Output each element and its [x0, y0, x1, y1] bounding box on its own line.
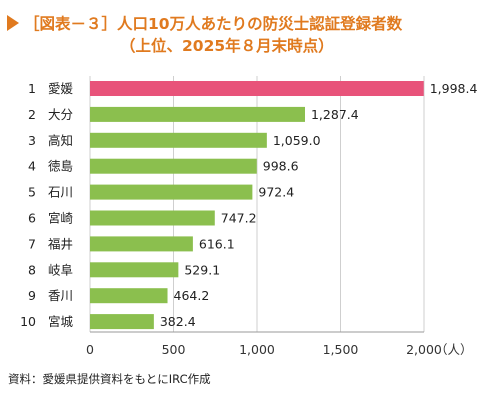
x-axis-unit: （人）: [435, 342, 473, 357]
rank-label: 10: [20, 314, 36, 329]
rank-label: 9: [28, 288, 36, 303]
category-label: 宮城: [48, 314, 74, 329]
category-label: 宮崎: [48, 211, 74, 226]
value-label: 1,287.4: [311, 107, 359, 122]
x-tick-label: 2,000: [406, 342, 442, 357]
bar: [90, 81, 424, 96]
category-label: 岐阜: [48, 262, 73, 277]
value-label: 382.4: [160, 314, 196, 329]
category-label: 石川: [48, 185, 73, 200]
bar: [90, 314, 154, 330]
bar: [90, 158, 257, 174]
bar: [90, 106, 305, 122]
x-tick-label: 1,000: [239, 342, 275, 357]
rank-label: 4: [28, 159, 36, 174]
chart-title-line1: ［図表－３］人口10万人あたりの防災士認証登録者数: [24, 14, 403, 33]
rank-label: 2: [28, 107, 36, 122]
source-note: 資料：愛媛県提供資料をもとにIRC作成: [8, 372, 211, 386]
rank-label: 3: [28, 133, 36, 148]
rank-label: 7: [28, 236, 36, 251]
category-label: 香川: [48, 288, 73, 303]
rank-label: 8: [28, 262, 36, 277]
labels: 0 500 1,000 1,500 2,000 1 愛媛 1,998.4 2 大分 1,287.4 3…: [20, 81, 477, 357]
category-label: 大分: [48, 107, 73, 122]
bar: [90, 288, 168, 304]
x-tick-label: 0: [86, 342, 94, 357]
bars: [90, 81, 424, 330]
x-tick-label: 500: [162, 342, 186, 357]
value-label: 1,059.0: [273, 133, 321, 148]
value-label: 464.2: [174, 288, 210, 303]
value-label: 616.1: [199, 236, 235, 251]
category-label: 愛媛: [48, 81, 74, 96]
category-label: 高知: [48, 133, 73, 148]
value-label: 998.6: [263, 159, 299, 174]
category-label: 福井: [48, 236, 73, 251]
title-triangle-icon: [7, 15, 19, 31]
rank-label: 5: [28, 185, 36, 200]
rank-label: 1: [28, 81, 36, 96]
value-label: 747.2: [221, 211, 257, 226]
bar: [90, 210, 215, 226]
bar: [90, 184, 253, 200]
chart-title-line2: （上位、2025年８月末時点）: [120, 36, 334, 55]
bar: [90, 236, 193, 252]
rank-label: 6: [28, 211, 36, 226]
x-tick-label: 1,500: [323, 342, 359, 357]
chart-title: ［図表－３］人口10万人あたりの防災士認証登録者数 （上位、2025年８月末時点…: [7, 14, 403, 55]
value-label: 529.1: [184, 262, 220, 277]
value-label: 1,998.4: [430, 81, 478, 96]
category-label: 徳島: [48, 159, 73, 174]
value-label: 972.4: [258, 185, 294, 200]
bar: [90, 132, 267, 148]
bar: [90, 262, 179, 278]
